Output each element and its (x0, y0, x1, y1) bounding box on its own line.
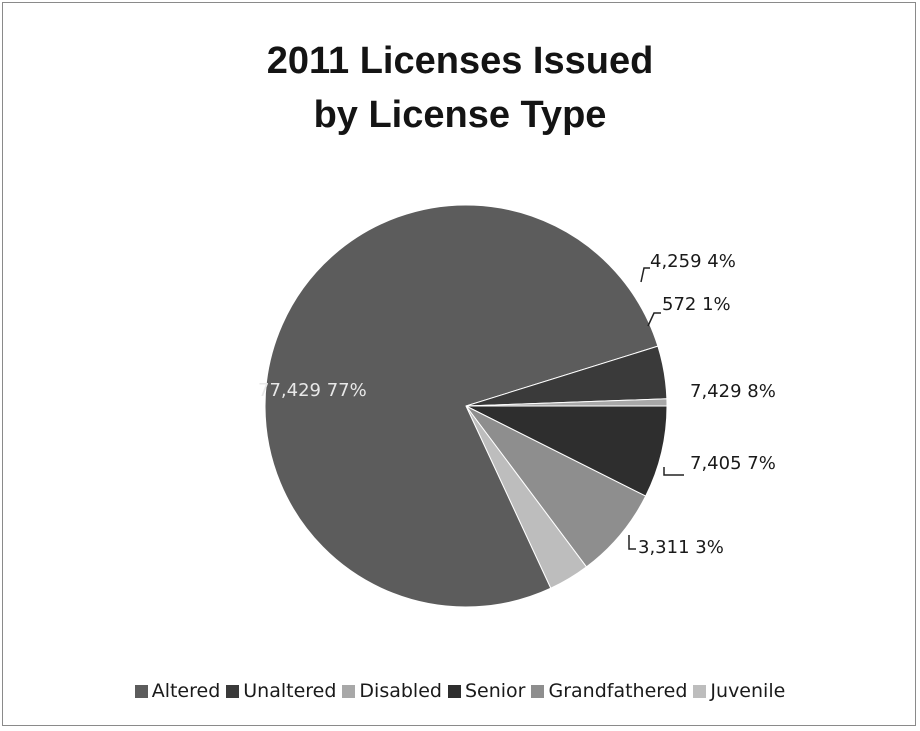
legend-label-senior: Senior (464, 680, 526, 702)
data-label-grandfathered: 7,405 7% (690, 453, 776, 474)
data-label-senior: 7,429 8% (690, 381, 776, 402)
legend-swatch-disabled (342, 685, 356, 698)
leader-line-disabled (647, 312, 661, 327)
pie-slice-disabled (465, 398, 668, 407)
legend-item-disabled: Disabled (342, 680, 442, 702)
pie-slice-altered (264, 204, 659, 608)
legend-label-grandfathered: Grandfathered (548, 680, 688, 702)
chart-title-line-2: by License Type (313, 94, 607, 136)
legend-label-juvenile: Juvenile (710, 680, 786, 702)
chart-title: 2011 Licenses Issued by License Type (0, 34, 920, 142)
legend-item-senior: Senior (447, 680, 526, 702)
legend-item-unaltered: Unaltered (226, 680, 336, 702)
data-label-unaltered: 4,259 4% (650, 251, 736, 272)
legend-swatch-senior (447, 685, 461, 698)
data-label-disabled: 572 1% (662, 294, 731, 315)
legend-label-unaltered: Unaltered (243, 680, 337, 702)
legend-item-juvenile: Juvenile (693, 680, 785, 702)
legend-label-disabled: Disabled (359, 680, 442, 702)
legend-swatch-juvenile (693, 685, 707, 698)
legend-swatch-unaltered (226, 685, 240, 698)
leader-line-grandfathered (663, 467, 684, 476)
legend-label-altered: Altered (151, 680, 221, 702)
legend-swatch-altered (134, 685, 148, 698)
chart-legend: Altered Unaltered Disabled Senior Grandfathe… (0, 680, 920, 702)
leader-line-juvenile (628, 535, 636, 550)
chart-title-line-1: 2011 Licenses Issued (266, 40, 654, 82)
legend-swatch-grandfathered (531, 685, 545, 698)
data-label-altered: 77,429 77% (258, 380, 367, 401)
data-label-juvenile: 3,311 3% (638, 537, 724, 558)
leader-line-unaltered (640, 267, 650, 283)
legend-item-grandfathered: Grandfathered (531, 680, 687, 702)
legend-item-altered: Altered (134, 680, 221, 702)
